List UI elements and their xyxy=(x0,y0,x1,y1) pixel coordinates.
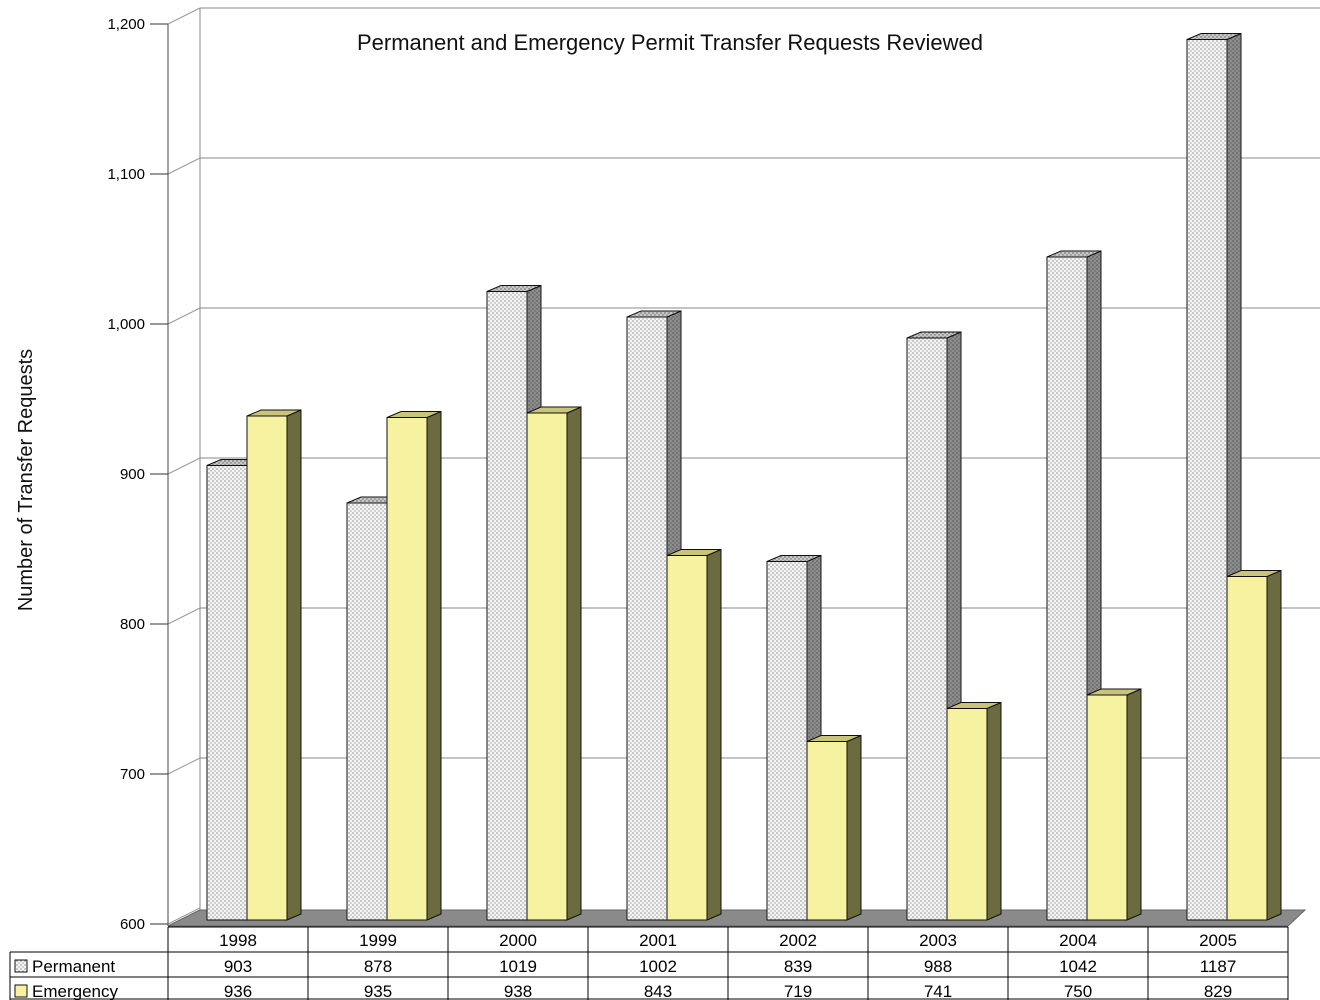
data-label: 936 xyxy=(224,982,252,1000)
x-tick-label: 2003 xyxy=(919,931,957,950)
data-label: 750 xyxy=(1064,982,1092,1000)
data-label: 829 xyxy=(1204,982,1232,1000)
data-label: 903 xyxy=(224,957,252,976)
y-tick-label: 800 xyxy=(120,616,145,633)
bar-emergency-1999 xyxy=(386,410,442,921)
bar-emergency-2000-side xyxy=(566,406,582,921)
bar-emergency-1999-front xyxy=(386,417,428,921)
x-tick-label: 1998 xyxy=(219,931,257,950)
grid-diagonal xyxy=(167,907,201,925)
bars-layer xyxy=(206,32,1282,921)
y-tick-label: 1,000 xyxy=(107,316,145,333)
legend-swatch-permanent xyxy=(14,959,28,973)
bar-emergency-2003-side xyxy=(986,701,1002,921)
bar-emergency-2003-front xyxy=(946,708,988,921)
grid-diagonal xyxy=(167,607,201,625)
bar-emergency-2002 xyxy=(806,734,862,921)
bar-emergency-2001 xyxy=(666,548,722,921)
bar-emergency-2004-front xyxy=(1086,694,1128,921)
data-label: 1187 xyxy=(1200,957,1237,976)
data-label: 1002 xyxy=(639,957,677,976)
x-tick-label: 2000 xyxy=(499,931,537,950)
x-tick-label: 2005 xyxy=(1199,931,1237,950)
data-label: 1042 xyxy=(1059,957,1097,976)
bar-emergency-2005-side xyxy=(1266,569,1282,921)
chart-floor xyxy=(167,909,1307,927)
bar-emergency-2004 xyxy=(1086,688,1142,921)
bar-permanent-2005-front xyxy=(1186,39,1228,921)
data-label: 988 xyxy=(924,957,952,976)
data-table: 1998 1999 2000 2001 2002 2003 2004 2005 Permanen… xyxy=(9,926,1289,1000)
bar-emergency-2002-side xyxy=(846,734,862,921)
bar-permanent-2003-front xyxy=(906,337,948,921)
data-label: 839 xyxy=(784,957,812,976)
chart-title: Permanent and Emergency Permit Transfer … xyxy=(357,30,983,55)
data-label: 1019 xyxy=(499,957,537,976)
y-tick-label: 900 xyxy=(120,466,145,483)
data-label: 741 xyxy=(924,982,952,1000)
bar-emergency-2003 xyxy=(946,701,1002,921)
data-label: 719 xyxy=(784,982,812,1000)
bar-emergency-2001-side xyxy=(706,548,722,921)
bar-emergency-2000 xyxy=(526,406,582,921)
bar-emergency-2004-side xyxy=(1126,688,1142,921)
bar-emergency-2002-front xyxy=(806,741,848,921)
bar-permanent-2001-front xyxy=(626,316,668,921)
y-tick-label: 1,200 xyxy=(107,16,145,33)
x-tick-label: 2002 xyxy=(779,931,817,950)
grid-diagonal xyxy=(167,457,201,475)
bar-permanent-2004-front xyxy=(1046,256,1088,921)
grid-diagonal xyxy=(167,307,201,325)
bar-permanent-1998-front xyxy=(206,465,248,921)
data-label: 935 xyxy=(364,982,392,1000)
x-tick-label: 2004 xyxy=(1059,931,1097,950)
x-tick-label: 2001 xyxy=(639,931,677,950)
bar-permanent-2002-front xyxy=(766,561,808,921)
data-label: 843 xyxy=(644,982,672,1000)
legend-label-emergency: Emergency xyxy=(32,982,118,1000)
y-tick-label: 700 xyxy=(120,766,145,783)
bar-emergency-1998 xyxy=(246,409,302,921)
x-tick-label: 1999 xyxy=(359,931,397,950)
data-label: 878 xyxy=(364,957,392,976)
y-axis-label: Number of Transfer Requests xyxy=(15,349,37,611)
y-tick-label: 600 xyxy=(120,916,145,933)
y-tick-label: 1,100 xyxy=(107,166,145,183)
legend-label-permanent: Permanent xyxy=(32,957,115,976)
bar-emergency-2005-front xyxy=(1226,576,1268,921)
bar-emergency-2005 xyxy=(1226,569,1282,921)
bar-emergency-1998-front xyxy=(246,415,288,921)
bar-permanent-2000-front xyxy=(486,291,528,921)
grid-diagonal xyxy=(167,157,201,175)
bar-permanent-2005 xyxy=(1186,32,1242,921)
grid-diagonal xyxy=(167,7,201,25)
legend-swatch-emergency xyxy=(14,984,28,998)
bar-emergency-1998-side xyxy=(286,409,302,921)
bar-emergency-1999-side xyxy=(426,410,442,921)
data-label: 938 xyxy=(504,982,532,1000)
bar-permanent-1999-front xyxy=(346,502,388,921)
grid-layer xyxy=(150,7,1320,927)
bar-emergency-2000-front xyxy=(526,412,568,921)
floor-plane xyxy=(167,909,1307,927)
bar-emergency-2001-front xyxy=(666,555,708,921)
y-axis: 600 700 800 900 1,000 1,100 1,200 xyxy=(107,16,145,933)
grid-diagonal xyxy=(167,757,201,775)
